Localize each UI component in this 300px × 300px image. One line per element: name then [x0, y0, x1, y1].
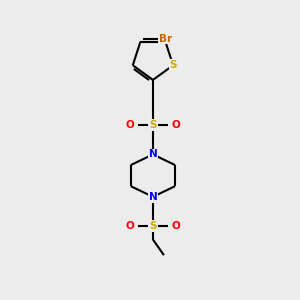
- Text: O: O: [171, 120, 180, 130]
- Text: N: N: [148, 192, 157, 202]
- Text: O: O: [171, 221, 180, 231]
- Text: O: O: [126, 120, 135, 130]
- Text: S: S: [149, 120, 157, 130]
- Text: Br: Br: [159, 34, 172, 44]
- Text: N: N: [148, 149, 157, 159]
- Text: O: O: [126, 221, 135, 231]
- Text: S: S: [149, 221, 157, 231]
- Text: S: S: [169, 60, 177, 70]
